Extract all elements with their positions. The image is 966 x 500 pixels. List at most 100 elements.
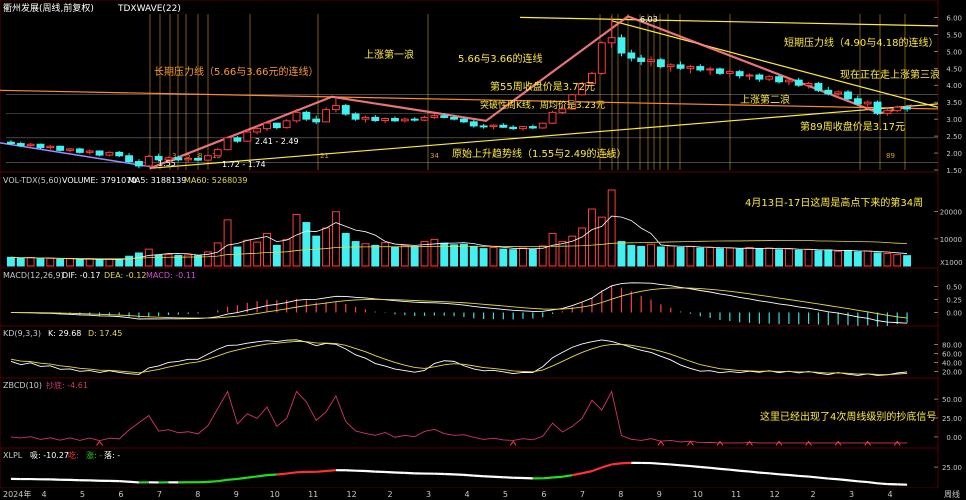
- volume-bar[interactable]: [203, 251, 212, 267]
- volume-bar[interactable]: [66, 258, 74, 267]
- candle[interactable]: [489, 124, 498, 130]
- kd-panel[interactable]: [0, 325, 939, 379]
- candle[interactable]: [134, 159, 143, 169]
- candle[interactable]: [558, 105, 567, 115]
- candle[interactable]: [893, 105, 902, 113]
- candle[interactable]: [174, 155, 183, 162]
- candle[interactable]: [282, 119, 291, 129]
- candle[interactable]: [420, 115, 429, 122]
- candle[interactable]: [410, 117, 419, 122]
- volume-bar[interactable]: [194, 255, 202, 267]
- candle[interactable]: [213, 147, 222, 157]
- candle[interactable]: [26, 142, 35, 148]
- candle[interactable]: [459, 117, 468, 124]
- candle[interactable]: [775, 75, 784, 84]
- volume-bar[interactable]: [578, 227, 587, 267]
- candle[interactable]: [391, 116, 399, 122]
- volume-bar[interactable]: [331, 211, 340, 267]
- volume-bar[interactable]: [292, 213, 301, 267]
- candle[interactable]: [66, 147, 74, 153]
- candle[interactable]: [627, 49, 636, 62]
- candle[interactable]: [56, 145, 65, 152]
- volume-bar[interactable]: [381, 242, 390, 267]
- candle[interactable]: [125, 153, 134, 164]
- candle[interactable]: [430, 114, 439, 120]
- candle[interactable]: [341, 103, 350, 116]
- candle[interactable]: [873, 100, 882, 116]
- volume-bar[interactable]: [272, 244, 281, 267]
- volume-bar[interactable]: [863, 250, 872, 267]
- volume-bar[interactable]: [105, 258, 114, 267]
- volume-bar[interactable]: [410, 245, 419, 267]
- candle[interactable]: [381, 117, 390, 124]
- candle[interactable]: [233, 136, 242, 143]
- volume-bar[interactable]: [538, 245, 547, 267]
- candle[interactable]: [272, 122, 281, 130]
- volume-bar[interactable]: [735, 248, 744, 267]
- candle[interactable]: [578, 81, 587, 96]
- candle[interactable]: [154, 153, 163, 162]
- candle[interactable]: [292, 108, 301, 123]
- candle[interactable]: [509, 125, 518, 130]
- volume-bar[interactable]: [844, 250, 852, 267]
- candle[interactable]: [863, 100, 872, 109]
- candle[interactable]: [223, 136, 232, 151]
- volume-bar[interactable]: [263, 232, 271, 267]
- candle[interactable]: [814, 81, 823, 92]
- volume-bar[interactable]: [361, 243, 370, 267]
- candle[interactable]: [844, 89, 852, 101]
- volume-bar[interactable]: [302, 222, 311, 267]
- candle[interactable]: [440, 113, 449, 119]
- volume-bar[interactable]: [36, 258, 45, 267]
- volume-bar[interactable]: [243, 239, 252, 267]
- candle[interactable]: [745, 73, 754, 81]
- volume-bar[interactable]: [755, 248, 764, 267]
- volume-bar[interactable]: [420, 241, 429, 267]
- volume-bar[interactable]: [85, 258, 94, 267]
- candle[interactable]: [469, 119, 478, 128]
- candle[interactable]: [716, 67, 724, 76]
- volume-bar[interactable]: [95, 259, 104, 267]
- candle[interactable]: [46, 144, 55, 150]
- candle[interactable]: [400, 117, 409, 123]
- volume-bar[interactable]: [164, 253, 173, 267]
- volume-bar[interactable]: [656, 246, 665, 267]
- candle[interactable]: [568, 93, 577, 110]
- volume-bar[interactable]: [75, 259, 84, 267]
- volume-bar[interactable]: [154, 254, 163, 267]
- candle[interactable]: [755, 73, 764, 82]
- volume-bar[interactable]: [903, 255, 912, 267]
- volume-bar[interactable]: [459, 243, 468, 267]
- candle[interactable]: [331, 96, 340, 113]
- candle[interactable]: [538, 122, 547, 129]
- candle[interactable]: [203, 154, 212, 161]
- volume-bar[interactable]: [322, 227, 331, 267]
- volume-bar[interactable]: [814, 250, 823, 267]
- volume-bar[interactable]: [499, 248, 508, 267]
- volume-bar[interactable]: [706, 247, 715, 267]
- candle[interactable]: [765, 75, 774, 82]
- macd-panel[interactable]: [0, 267, 939, 327]
- candle[interactable]: [164, 156, 173, 162]
- volume-bar[interactable]: [509, 249, 518, 267]
- candle[interactable]: [499, 123, 508, 128]
- volume-bar[interactable]: [233, 246, 242, 267]
- volume-bar[interactable]: [469, 245, 478, 267]
- volume-bar[interactable]: [666, 245, 675, 267]
- volume-bar[interactable]: [174, 254, 183, 267]
- volume-bar[interactable]: [56, 258, 65, 267]
- candle[interactable]: [6, 140, 15, 145]
- candle[interactable]: [144, 154, 153, 167]
- candle[interactable]: [853, 95, 862, 106]
- candle[interactable]: [676, 61, 685, 70]
- volume-bar[interactable]: [282, 238, 291, 267]
- volume-bar[interactable]: [765, 247, 774, 267]
- volume-bar[interactable]: [312, 235, 321, 267]
- candle[interactable]: [450, 115, 459, 121]
- candle[interactable]: [16, 141, 25, 147]
- volume-bar[interactable]: [528, 248, 537, 267]
- candle[interactable]: [351, 112, 360, 121]
- volume-bar[interactable]: [26, 257, 35, 267]
- candle[interactable]: [312, 115, 321, 125]
- volume-bar[interactable]: [775, 249, 784, 267]
